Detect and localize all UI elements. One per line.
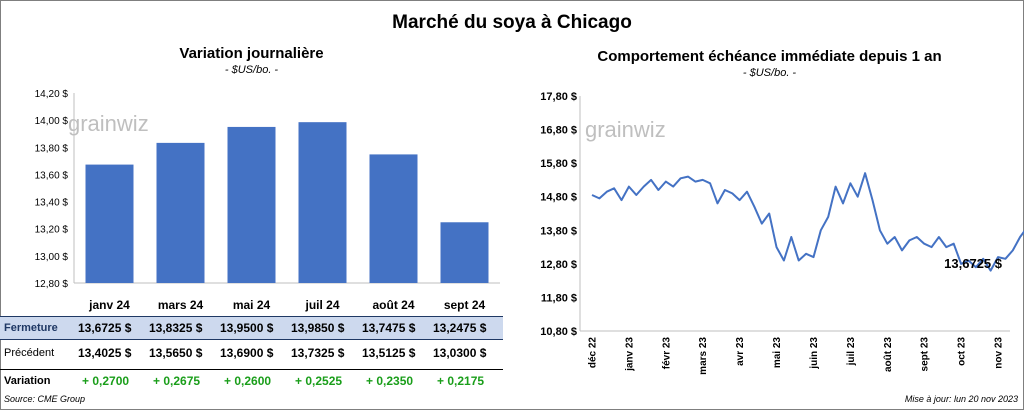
x-tick-label: mars 24 (158, 298, 204, 312)
table-cell: 13,7475 $ (362, 321, 416, 335)
y-tick-label: 13,80 $ (540, 225, 577, 237)
table-cell: 13,6725 $ (78, 321, 132, 335)
x-tick-label: juil 24 (304, 298, 339, 312)
footer-update: Mise à jour: lun 20 nov 2023 (904, 394, 1018, 404)
table-cell: 13,0300 $ (433, 346, 487, 360)
y-tick-label: 13,60 $ (35, 170, 69, 181)
table-row-precedent: Précédent 13,4025 $ 13,5650 $ 13,6900 $ … (0, 342, 503, 364)
table-cell: + 0,2700 (82, 374, 130, 388)
table-cell: 13,5125 $ (362, 346, 416, 360)
x-tick-label: mai 23 (772, 337, 783, 369)
line-chart: grainwiz 17,80 $ 16,80 $ 15,80 $ 14,80 $ 13,… (540, 91, 1024, 375)
y-tick-label: 11,80 $ (541, 292, 577, 304)
bar-chart: grainwiz 14,20 $ 14,00 $ 13,80 $ 13,60 $ 13,… (35, 89, 500, 312)
y-tick-label: 12,80 $ (540, 259, 577, 271)
row-label: Précédent (4, 347, 55, 359)
y-tick-label: 13,40 $ (35, 198, 69, 209)
table-cell: + 0,2350 (366, 374, 414, 388)
bar (156, 142, 205, 283)
row-label: Variation (4, 375, 51, 387)
x-tick-label: mai 24 (233, 298, 271, 312)
y-tick-label: 13,80 $ (35, 143, 69, 154)
x-tick-label: févr 23 (661, 337, 672, 370)
table-cell: 13,9500 $ (220, 321, 274, 335)
x-tick-label: sept 24 (444, 298, 486, 312)
left-chart-units: - $US/bo. - (224, 64, 279, 76)
left-chart-title: Variation journalière (179, 45, 324, 62)
y-tick-label: 10,80 $ (540, 326, 577, 338)
last-value-label: 13,6725 $ (944, 256, 1003, 271)
table-cell: + 0,2675 (153, 374, 201, 388)
y-tick-label: 12,80 $ (35, 279, 69, 290)
table-cell: 13,6900 $ (220, 346, 274, 360)
table-cell: + 0,2600 (224, 374, 272, 388)
watermark-text: grainwiz (68, 111, 149, 136)
y-tick-label: 13,20 $ (35, 225, 69, 236)
x-tick-label: oct 23 (957, 337, 968, 366)
y-tick-label: 13,00 $ (35, 252, 69, 263)
y-tick-label: 14,20 $ (35, 89, 69, 100)
table-cell: 13,5650 $ (149, 346, 203, 360)
y-tick-label: 17,80 $ (540, 91, 577, 103)
row-label: Fermeture (4, 322, 58, 334)
table-row-variation: Variation + 0,2700 + 0,2675 + 0,2600 + 0… (0, 369, 503, 392)
table-cell: + 0,2525 (295, 374, 343, 388)
series-line (591, 172, 1024, 272)
x-tick-label: juil 23 (846, 337, 857, 367)
x-tick-label: juin 23 (809, 337, 820, 370)
bar (440, 222, 489, 283)
x-tick-label: janv 23 (624, 337, 635, 372)
x-tick-label: avr 23 (735, 337, 746, 366)
table-cell: + 0,2175 (437, 374, 485, 388)
bar (298, 122, 347, 283)
table-cell: 13,9850 $ (291, 321, 345, 335)
table-row-fermeture: Fermeture 13,6725 $ 13,8325 $ 13,9500 $ … (0, 316, 503, 340)
x-tick-label: août 23 (883, 337, 894, 372)
y-tick-label: 16,80 $ (540, 125, 577, 137)
bar (369, 154, 418, 283)
table-cell: 13,4025 $ (78, 346, 132, 360)
bar (227, 126, 276, 283)
y-tick-label: 15,80 $ (540, 158, 577, 170)
y-tick-label: 14,00 $ (35, 116, 69, 127)
right-chart-title: Comportement échéance immédiate depuis 1… (597, 48, 942, 65)
x-tick-label: déc 22 (588, 337, 599, 369)
x-tick-label: janv 24 (88, 298, 130, 312)
right-chart-units: - $US/bo. - (742, 67, 797, 79)
table-cell: 13,7325 $ (291, 346, 345, 360)
x-tick-label: nov 23 (994, 337, 1005, 369)
x-tick-label: sept 23 (920, 337, 931, 372)
x-tick-label: mars 23 (698, 337, 709, 375)
table-cell: 13,2475 $ (433, 321, 487, 335)
y-tick-label: 14,80 $ (540, 192, 577, 204)
table-cell: 13,8325 $ (149, 321, 203, 335)
x-tick-label: août 24 (372, 298, 414, 312)
footer-source: Source: CME Group (4, 394, 86, 404)
bar (85, 164, 134, 283)
watermark-text: grainwiz (585, 117, 666, 142)
page-title: Marché du soya à Chicago (392, 12, 632, 33)
